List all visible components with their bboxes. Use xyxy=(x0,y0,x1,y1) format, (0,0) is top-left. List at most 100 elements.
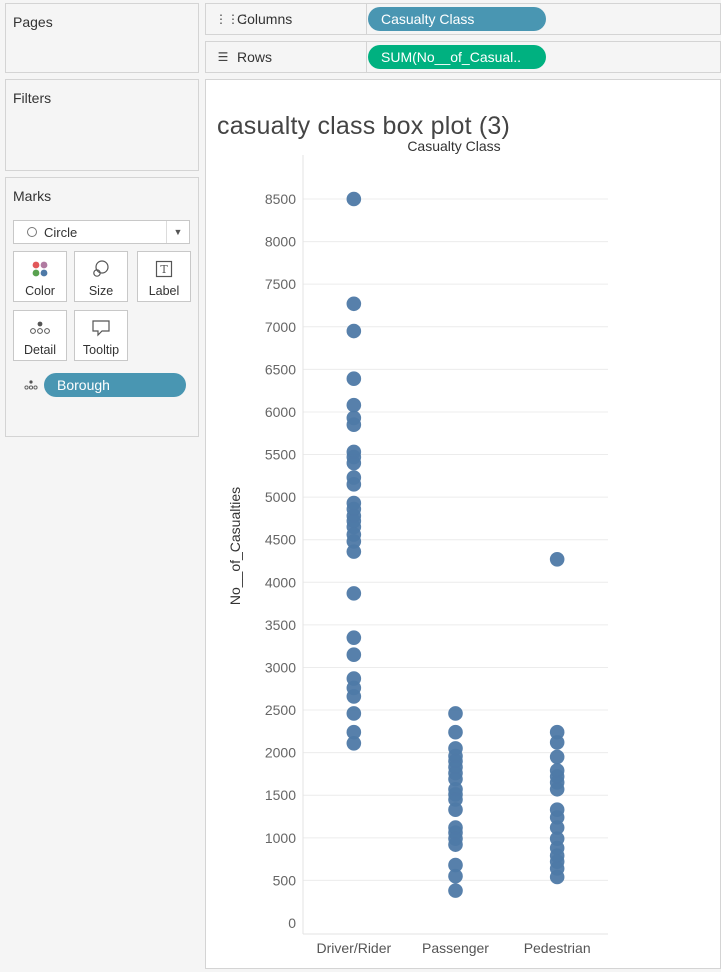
data-point xyxy=(346,534,362,549)
data-point xyxy=(346,371,362,387)
viz-area[interactable]: casualty class box plot (3) 0 500 1000 1500… xyxy=(205,79,721,969)
columns-shelf[interactable]: ⋮⋮⋮ Columns Casualty Class xyxy=(205,3,721,35)
data-point xyxy=(549,724,565,740)
data-point xyxy=(346,477,362,492)
y-tick-label: 3500 xyxy=(265,617,296,633)
mark-type-value: Circle xyxy=(44,224,78,240)
data-point xyxy=(346,397,362,413)
data-point xyxy=(346,323,362,339)
rows-label: Rows xyxy=(237,49,273,65)
x-tick-label: Pedestrian xyxy=(524,940,591,956)
y-tick-label: 1500 xyxy=(265,787,296,803)
casualty-class-pill[interactable]: Casualty Class xyxy=(368,7,546,31)
data-point xyxy=(346,647,362,662)
y-tick-label: 7500 xyxy=(265,276,296,292)
data-point xyxy=(448,724,463,740)
borough-pill[interactable]: Borough xyxy=(44,373,186,397)
sum-casualties-pill[interactable]: SUM(No__of_Casual.. xyxy=(368,45,546,69)
casualty-class-pill-label: Casualty Class xyxy=(381,11,475,27)
data-point xyxy=(346,296,362,312)
data-point xyxy=(448,792,463,807)
x-tick-label: Driver/Rider xyxy=(316,940,391,956)
columns-label: Columns xyxy=(237,11,293,27)
svg-text:T: T xyxy=(160,263,168,276)
y-tick-label: 5500 xyxy=(265,447,296,463)
detail-button[interactable]: Detail xyxy=(13,310,67,361)
data-point xyxy=(448,857,463,873)
data-point xyxy=(549,869,565,885)
size-button[interactable]: Size xyxy=(74,251,128,302)
y-tick-label: 6500 xyxy=(265,361,296,377)
tooltip-button[interactable]: Tooltip xyxy=(74,310,128,361)
y-axis-title: No__of_Casualties xyxy=(227,487,243,605)
filters-card[interactable]: Filters xyxy=(5,79,199,171)
data-point xyxy=(346,706,362,721)
data-point xyxy=(549,820,565,835)
borough-pill-label: Borough xyxy=(57,377,110,393)
data-point xyxy=(448,837,463,852)
label-button[interactable]: T Label xyxy=(137,251,191,302)
data-point xyxy=(346,455,362,471)
data-point xyxy=(346,735,362,751)
y-tick-label: 8000 xyxy=(265,234,296,250)
mark-type-dropdown[interactable]: Circle ▼ xyxy=(13,220,190,244)
y-tick-label: 3000 xyxy=(265,659,296,675)
circle-icon xyxy=(27,227,37,237)
rows-icon: ☰ xyxy=(217,50,229,64)
y-tick-label: 1000 xyxy=(265,830,296,846)
rows-shelf[interactable]: ☰ Rows SUM(No__of_Casual.. xyxy=(205,41,721,73)
scatter-plot[interactable]: 0 500 1000 1500 2000 2500 3000 3500 4000 4500 5000… xyxy=(206,80,720,968)
y-tick-label: 2500 xyxy=(265,702,296,718)
data-point xyxy=(549,749,565,765)
y-tick-label: 2000 xyxy=(265,745,296,761)
y-tick-label: 4500 xyxy=(265,532,296,548)
y-tick-label: 0 xyxy=(288,915,296,931)
color-button[interactable]: Color xyxy=(13,251,67,302)
pages-title: Pages xyxy=(13,14,53,30)
x-tick-label: Passenger xyxy=(422,940,489,956)
rows-shelf-label: ☰ Rows xyxy=(206,42,367,72)
data-point xyxy=(549,551,565,567)
y-tick-label: 7000 xyxy=(265,319,296,335)
y-tick-label: 4000 xyxy=(265,574,296,590)
data-point xyxy=(549,810,565,825)
data-point xyxy=(448,706,463,721)
sum-casualties-pill-label: SUM(No__of_Casual.. xyxy=(381,49,522,65)
chevron-down-icon[interactable]: ▼ xyxy=(166,221,189,243)
y-tick-label: 500 xyxy=(273,872,297,888)
color-icon xyxy=(14,258,66,280)
data-point xyxy=(346,630,362,645)
data-point xyxy=(448,771,463,787)
data-point xyxy=(549,781,565,797)
y-tick-label: 6000 xyxy=(265,404,296,420)
detail-dots-icon xyxy=(24,378,38,396)
detail-icon xyxy=(14,317,66,339)
tooltip-label: Tooltip xyxy=(82,343,120,357)
detail-label: Detail xyxy=(24,343,56,357)
y-tick-label: 5000 xyxy=(265,489,296,505)
size-label: Size xyxy=(88,284,114,298)
data-point xyxy=(346,191,362,207)
color-label: Color xyxy=(25,284,55,298)
data-point xyxy=(346,724,362,740)
columns-icon: ⋮⋮⋮ xyxy=(215,12,251,26)
columns-shelf-label: ⋮⋮⋮ Columns xyxy=(206,4,367,34)
size-icon xyxy=(75,258,127,280)
data-point xyxy=(549,735,565,750)
marks-card: Marks Circle ▼ Color Size T xyxy=(5,177,199,437)
filters-title: Filters xyxy=(13,90,52,106)
tooltip-icon xyxy=(75,317,127,339)
y-tick-label: 8500 xyxy=(265,191,296,207)
data-point xyxy=(346,417,362,433)
pages-card[interactable]: Pages xyxy=(5,3,199,73)
data-point xyxy=(448,868,463,884)
viz-title: casualty class box plot (3) xyxy=(217,111,511,140)
data-point xyxy=(448,883,463,898)
text-label-icon: T xyxy=(138,258,190,280)
data-point xyxy=(346,689,362,704)
column-header-title: Casualty Class xyxy=(407,138,500,154)
data-point xyxy=(346,544,362,559)
data-point xyxy=(448,802,463,818)
data-point xyxy=(346,586,362,601)
label-label: Label xyxy=(148,284,180,298)
